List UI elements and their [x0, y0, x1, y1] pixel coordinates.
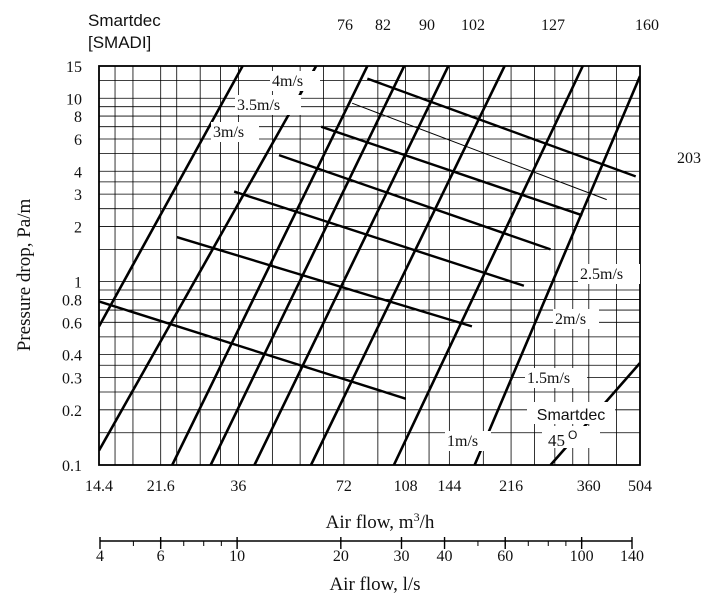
secondary-x-tick-label: 60	[497, 548, 513, 565]
y-axis-label: Pressure drop, Pa/m	[14, 199, 35, 352]
duct-size-label: 102	[461, 17, 485, 34]
duct-size-label: 82	[375, 17, 391, 34]
y-tick-label: 0.2	[62, 403, 82, 420]
secondary-x-tick-label: 30	[393, 548, 409, 565]
velocity-label-bg	[270, 71, 320, 91]
y-tick-labels: 0.1 0.2 0.3 0.4 0.6 0.81 2 3 4 6 810 15	[62, 59, 82, 475]
x-tick-label: 216	[499, 478, 523, 495]
duct-size-label: 90	[419, 17, 435, 34]
annotation-bg	[527, 402, 615, 424]
duct-size-line	[209, 66, 406, 465]
y-tick-label: 1	[74, 275, 82, 292]
velocity-label: 1m/s	[447, 433, 478, 450]
duct-size-label: 203	[677, 150, 701, 167]
x-tick-label: 14.4	[85, 478, 113, 495]
secondary-x-tick-label: 10	[229, 548, 245, 565]
x-tick-label: 72	[336, 478, 352, 495]
x-axis-label-tail: /h	[420, 512, 435, 533]
x-tick-label: 504	[628, 478, 652, 495]
y-tick-label: 10	[66, 91, 82, 108]
duct-size-line	[392, 66, 584, 465]
duct-size-line	[253, 66, 450, 465]
velocity-line	[233, 190, 525, 287]
x-tick-labels: 14.4 21.6 36 72 108 144 216 360 504	[85, 478, 652, 495]
duct-size-line	[309, 66, 506, 465]
x-tick-label: 108	[394, 478, 418, 495]
annotation-line1: Smartdec	[537, 407, 605, 424]
velocity-label-bg	[525, 368, 587, 388]
velocity-line	[351, 102, 607, 201]
duct-size-label: 160	[635, 17, 659, 34]
secondary-x-tick-label: 100	[570, 548, 594, 565]
y-tick-label: 0.8	[62, 292, 82, 309]
top-label-line2: [SMADI]	[88, 33, 151, 52]
velocity-line	[99, 300, 406, 400]
x-axis-label-sup: 3	[414, 510, 420, 524]
secondary-x-axis: 4 6 10 20 30 40 60 100 140	[96, 537, 644, 565]
velocity-label: 3.5m/s	[237, 97, 280, 114]
duct-size-line	[99, 66, 244, 328]
y-tick-label: 4	[74, 164, 82, 181]
velocity-line	[320, 125, 583, 217]
y-tick-label: 15	[66, 59, 82, 76]
secondary-x-tick-label: 4	[96, 548, 104, 565]
velocity-label: 1.5m/s	[527, 370, 570, 387]
y-tick-label: 8	[74, 109, 82, 126]
y-tick-label: 0.3	[62, 371, 82, 388]
annotation-degree: O	[568, 428, 577, 442]
velocity-label: 3m/s	[213, 124, 244, 141]
x-axis-label-main: Air flow, m	[326, 512, 414, 533]
annotation-line2-bg	[542, 426, 600, 448]
velocity-label-bg	[578, 264, 640, 284]
velocity-lines	[99, 77, 637, 400]
duct-size-line	[473, 75, 640, 465]
x-tick-label: 360	[577, 478, 601, 495]
duct-size-label: 76	[337, 17, 353, 34]
secondary-x-tick-label: 40	[437, 548, 453, 565]
top-label-line1: Smartdec	[88, 11, 161, 30]
annotation-line2: 45	[548, 431, 565, 450]
y-tick-label: 6	[74, 132, 82, 149]
secondary-x-tick-label: 140	[620, 548, 644, 565]
secondary-x-tick-label: 20	[333, 548, 349, 565]
velocity-label: 2m/s	[555, 311, 586, 328]
y-tick-label: 0.1	[62, 458, 82, 475]
secondary-x-tick-label: 6	[157, 548, 165, 565]
velocity-line	[366, 77, 637, 178]
secondary-x-axis-label: Air flow, l/s	[329, 574, 420, 595]
velocity-label: 4m/s	[272, 73, 303, 90]
velocity-label-bg	[553, 309, 599, 329]
y-tick-label: 2	[74, 219, 82, 236]
y-tick-label: 3	[74, 187, 82, 204]
x-tick-label: 144	[437, 478, 461, 495]
velocity-label: 2.5m/s	[580, 266, 623, 283]
x-tick-label: 36	[230, 478, 246, 495]
x-tick-label: 21.6	[147, 478, 175, 495]
y-tick-label: 0.4	[62, 348, 82, 365]
x-axis-label: Air flow, m3/h	[326, 510, 435, 533]
labels: 1m/s 1.5m/s 2m/s 2.5m/s 3m/s 3.5m/s 4m/s 76 82 90…	[211, 17, 701, 451]
duct-size-line	[99, 66, 318, 452]
velocity-label-bg	[445, 431, 491, 451]
velocity-line	[278, 153, 551, 251]
velocity-label-bg	[235, 95, 301, 115]
y-tick-label: 0.6	[62, 315, 82, 332]
duct-size-label: 127	[541, 17, 565, 34]
velocity-label-bg	[211, 122, 259, 142]
velocity-line	[176, 235, 473, 328]
